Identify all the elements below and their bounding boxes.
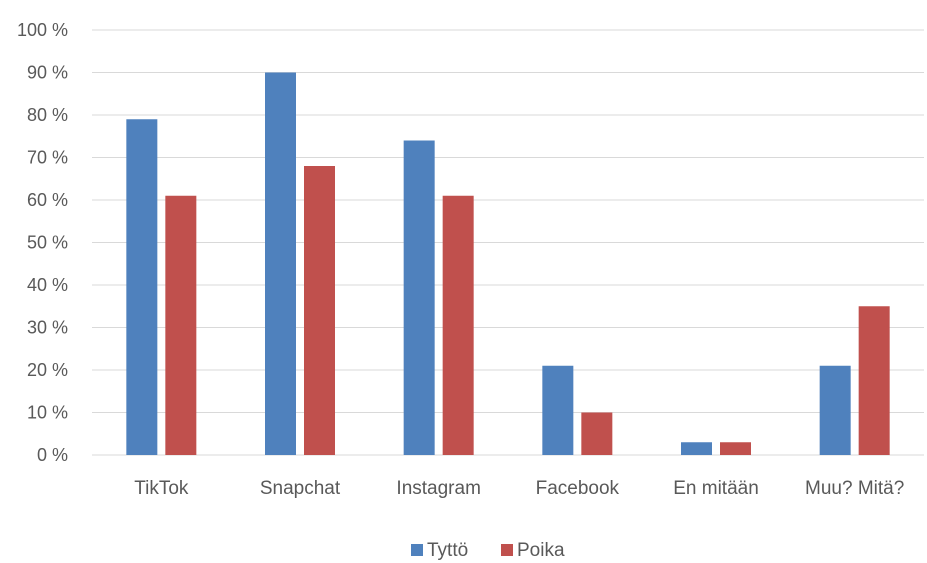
y-tick-label: 10 % — [27, 403, 68, 423]
y-tick-label: 90 % — [27, 63, 68, 83]
x-category-label: Instagram — [396, 478, 480, 499]
y-tick-label: 20 % — [27, 360, 68, 380]
bar-poika — [858, 306, 890, 455]
bar-poika — [165, 195, 197, 455]
bar-tytto — [542, 365, 574, 455]
bar-tytto — [681, 442, 712, 455]
bar-poika — [304, 166, 335, 455]
bar-tytto — [126, 119, 158, 455]
y-tick-label: 60 % — [27, 190, 68, 210]
y-tick-label: 80 % — [27, 105, 68, 125]
legend-label-tytto: Tyttö — [427, 540, 468, 561]
x-category-label: TikTok — [134, 478, 189, 499]
y-tick-label: 100 % — [17, 20, 68, 40]
bar-tytto — [403, 140, 435, 455]
legend-swatch-tytto — [411, 544, 423, 556]
x-category-label: Facebook — [536, 478, 620, 499]
y-axis-ticks: 0 % 10 % 20 % 30 % 40 % 50 % 60 % 70 % 80 % 90 % 1… — [17, 20, 68, 465]
y-tick-label: 30 % — [27, 318, 68, 338]
bar-tytto — [819, 365, 851, 455]
bars — [126, 72, 890, 455]
gridlines — [92, 29, 924, 456]
y-tick-label: 0 % — [37, 445, 68, 465]
bar-tytto — [265, 72, 296, 455]
x-category-label: Snapchat — [260, 478, 341, 499]
bar-poika — [581, 412, 613, 455]
legend: Tyttö Poika — [411, 540, 565, 561]
y-tick-label: 70 % — [27, 148, 68, 168]
y-tick-label: 50 % — [27, 233, 68, 253]
x-axis-categories: TikTok Snapchat Instagram Facebook En mitään… — [134, 478, 904, 499]
x-category-label: En mitään — [673, 478, 759, 499]
legend-swatch-poika — [501, 544, 513, 556]
x-category-label: Muu? Mitä? — [805, 478, 904, 499]
y-tick-label: 40 % — [27, 275, 68, 295]
legend-label-poika: Poika — [517, 540, 565, 561]
bar-poika — [720, 442, 751, 455]
bar-poika — [442, 195, 474, 455]
